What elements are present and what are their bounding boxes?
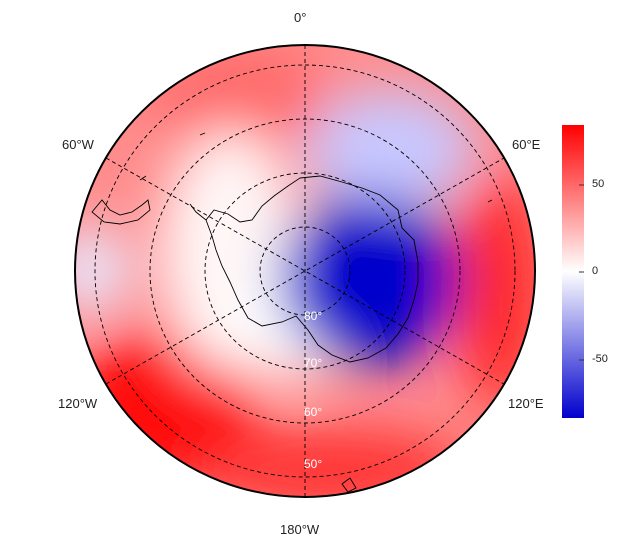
colorbar-label-0: 0 xyxy=(592,265,599,277)
colorbar-label-50: 50 xyxy=(592,178,605,190)
graticule xyxy=(94,45,516,497)
lon-label-120w: 120°W xyxy=(58,396,98,411)
lon-label-0: 0° xyxy=(294,10,307,25)
lon-label-120e: 120°E xyxy=(508,396,544,411)
lon-label-60w: 60°W xyxy=(62,137,94,152)
anomaly-field xyxy=(75,45,535,497)
coastlines xyxy=(91,132,493,493)
lon-label-180w: 180°W xyxy=(280,522,320,537)
lat-label-70: 70° xyxy=(304,356,322,370)
map-border xyxy=(74,44,536,498)
colorbar-label-minus50: -50 xyxy=(592,353,608,365)
lat-label-80: 80° xyxy=(304,309,322,323)
lat-label-50: 50° xyxy=(304,457,322,471)
lon-label-60e: 60°E xyxy=(512,137,541,152)
lat-label-60: 60° xyxy=(304,405,322,419)
colorbar-gradient xyxy=(562,125,584,418)
colorbar xyxy=(562,125,584,418)
